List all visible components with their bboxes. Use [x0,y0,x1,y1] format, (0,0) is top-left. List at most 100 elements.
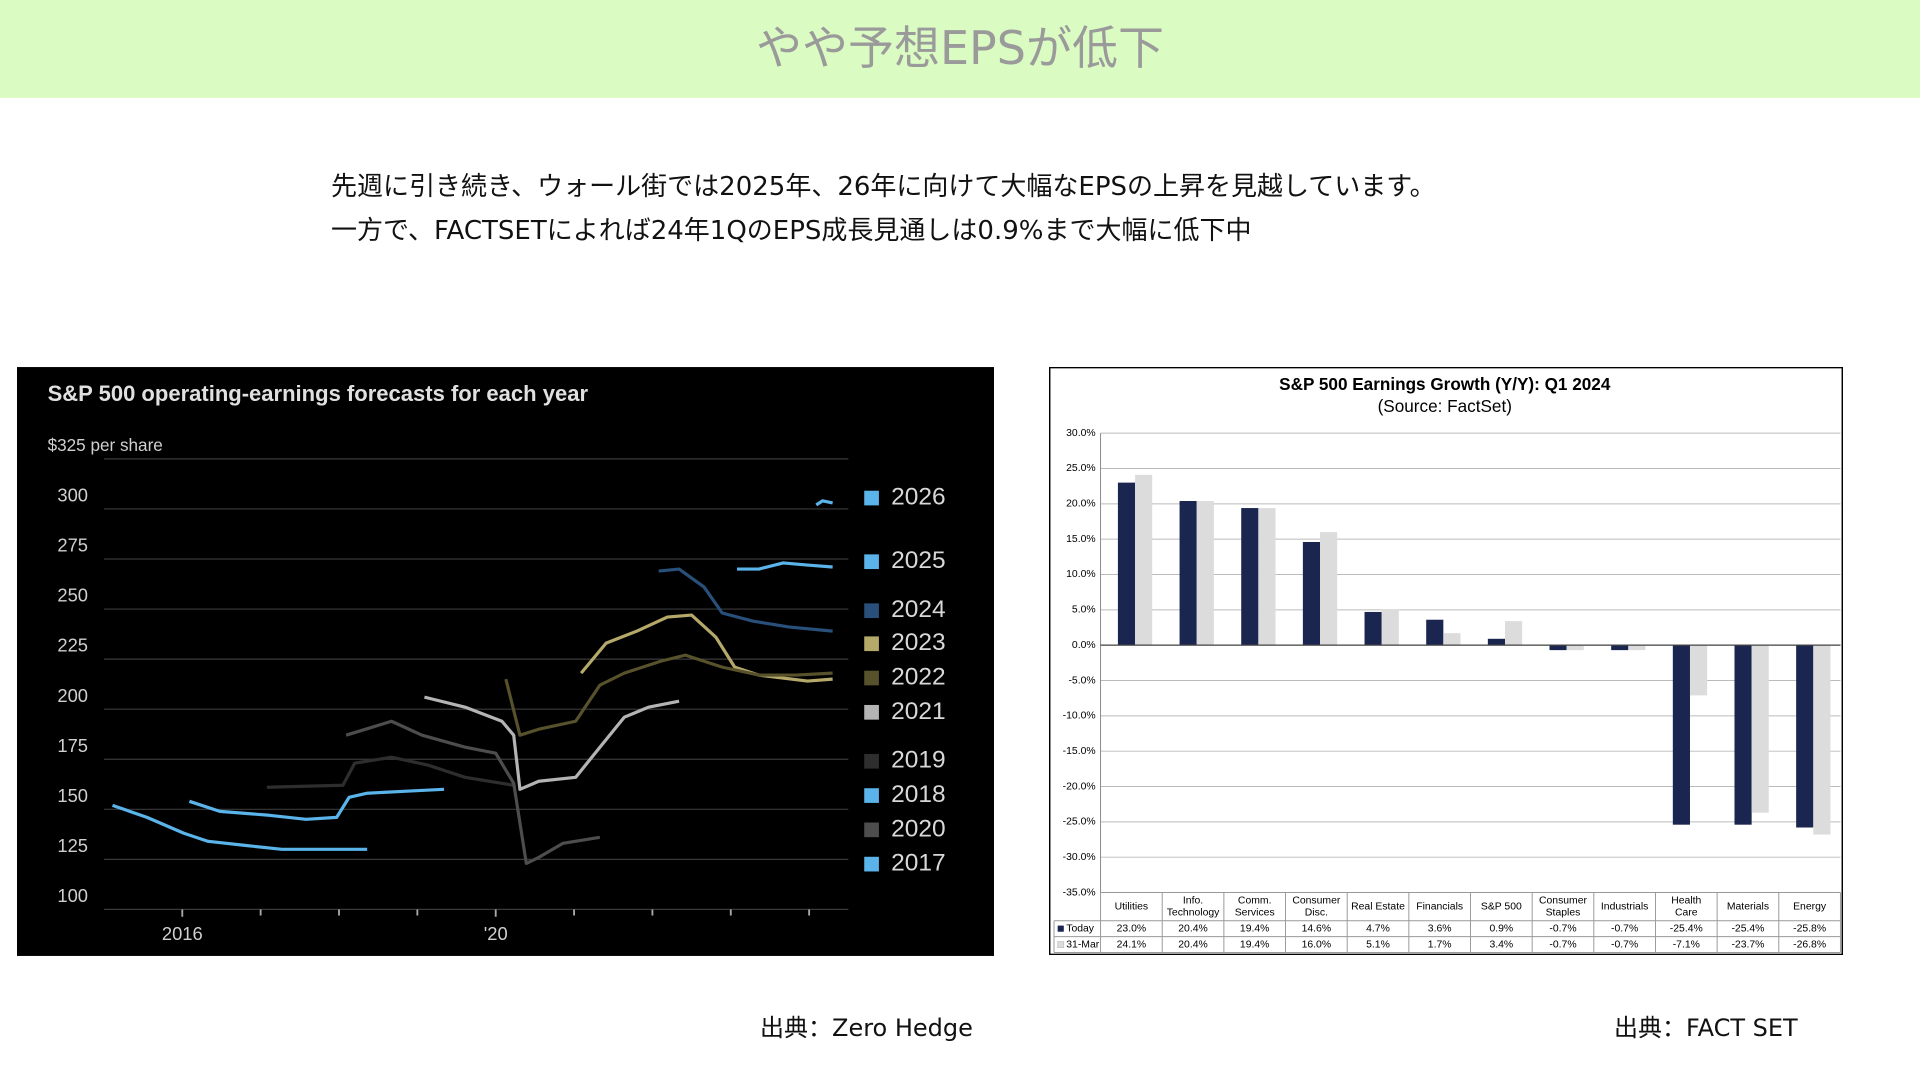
bar [1196,500,1214,646]
bar [1796,645,1814,828]
table-value: -25.4% [1670,923,1703,934]
table-value: -0.7% [1611,923,1638,934]
series-line [815,499,833,507]
bar [1241,508,1259,646]
table-value: -0.7% [1549,939,1576,950]
legend-swatch [1057,925,1064,932]
category-label: Financials [1416,901,1463,912]
bar [1381,609,1399,646]
category-label: Real Estate [1351,901,1405,912]
bar [1813,645,1831,835]
bar [1566,645,1584,651]
chart-title: S&P 500 Earnings Growth (Y/Y): Q1 2024 [1279,374,1611,394]
legend-swatch [864,554,879,570]
legend-label: 2026 [891,484,945,511]
legend-label: 2019 [891,747,945,774]
table-value: -25.8% [1793,923,1826,934]
bar [1751,645,1769,813]
table-value: 1.7% [1428,939,1452,950]
legend-label: 2022 [891,663,945,690]
source-note: 出典：FACT SET [1614,1014,1798,1042]
bar [1179,500,1197,646]
bar [1302,541,1321,646]
table-value: 23.0% [1117,923,1147,934]
series-line [504,653,833,737]
chart-frame [1049,367,1843,955]
series-line [737,561,833,571]
legend-label: Today [1066,923,1095,934]
x-tick-label: '20 [484,923,508,944]
series-line [658,567,833,633]
legend-label: 2024 [891,596,945,623]
y-tick-label: -5.0% [1068,675,1095,686]
category-label: Industrials [1601,901,1648,912]
x-tick-label: 2016 [162,923,203,944]
category-label: S&P 500 [1481,901,1522,912]
bar [1443,633,1461,646]
bar [1487,638,1506,646]
y-tick-label: 5.0% [1072,605,1096,616]
legend-swatch [864,704,879,720]
category-label: Info. Technology [1167,895,1220,918]
legend-label: 2021 [891,698,945,725]
table-value: -0.7% [1549,923,1576,934]
table-value: 16.0% [1302,939,1332,950]
y-tick-label: -20.0% [1063,781,1096,792]
legend-swatch [864,636,879,652]
table-value: 4.7% [1366,923,1390,934]
y-tick-label: 0.0% [1072,640,1096,651]
series-line [345,719,601,865]
category-label: Comm. Services [1235,895,1275,918]
legend-label: 2018 [891,781,945,808]
table-value: 19.4% [1240,939,1270,950]
bar [1549,645,1567,651]
y-tick-label: -30.0% [1063,852,1096,863]
table-value: 3.4% [1489,939,1513,950]
bar [1611,645,1629,651]
table-value: 20.4% [1178,939,1208,950]
legend-label: 2017 [891,850,945,877]
legend-swatch [864,856,879,872]
y-tick-label: 275 [57,535,88,556]
legend-swatch [864,670,879,686]
chart-background [17,367,994,956]
legend-label: 2020 [891,815,945,842]
series-line [111,803,368,851]
y-tick-label: 250 [57,585,88,606]
slide-title: やや予想EPSが低下 [755,21,1164,75]
bar [1734,645,1752,825]
bar [1135,474,1153,646]
body-text: 一方で、FACTSETによれば24年1QのEPS成長見通しは0.9%まで大幅に低… [331,216,1252,246]
bar [1689,645,1708,696]
legend-label: 2023 [891,629,945,656]
series-line [424,695,680,791]
y-tick-label: 30.0% [1066,428,1096,439]
y-tick-label: $325 per share [48,435,163,455]
category-label: Energy [1793,901,1827,912]
bar-chart: S&P 500 Earnings Growth (Y/Y): Q1 2024(S… [1049,367,1843,955]
header-band [0,0,1920,98]
legend-swatch [1057,941,1065,948]
legend-swatch [864,788,879,803]
table-value: 0.9% [1489,923,1513,934]
y-tick-label: -10.0% [1063,711,1096,722]
table-value: 24.1% [1117,939,1147,950]
y-tick-label: 20.0% [1066,499,1096,510]
y-tick-label: -35.0% [1063,887,1096,898]
legend-swatch [864,490,879,506]
line-chart: S&P 500 operating-earnings forecasts for… [17,367,994,956]
bar [1117,482,1136,646]
series-line [579,613,833,683]
table-value: 3.6% [1428,923,1452,934]
y-tick-label: -25.0% [1063,817,1096,828]
y-tick-label: 100 [57,885,88,906]
bar [1320,532,1338,646]
body-text: 先週に引き続き、ウォール街では2025年、26年に向けて大幅なEPSの上昇を見越… [331,172,1436,202]
series-line [266,755,514,789]
y-tick-label: 225 [57,635,88,656]
table-value: -0.7% [1611,939,1638,950]
table-value: -23.7% [1731,939,1764,950]
bar [1258,508,1276,646]
y-tick-label: 150 [57,785,88,806]
chart-subtitle: (Source: FactSet) [1378,396,1512,416]
